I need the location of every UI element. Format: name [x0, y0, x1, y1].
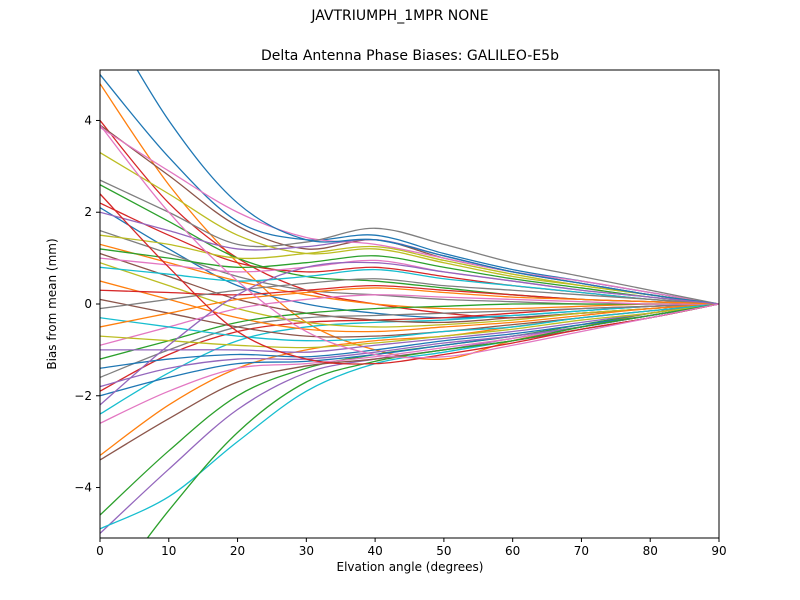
series-line: [100, 287, 719, 328]
x-tick-label: 40: [367, 544, 382, 558]
chart-title: Delta Antenna Phase Biases: GALILEO-E5b: [261, 48, 559, 64]
series-line: [100, 294, 719, 346]
series-line: [136, 70, 719, 305]
series-line: [100, 303, 719, 369]
x-tick-label: 10: [161, 544, 176, 558]
series-line: [100, 262, 719, 328]
y-tick-label: 2: [84, 205, 92, 219]
series-line: [100, 280, 719, 333]
series-line: [100, 234, 719, 305]
y-tick-label: −4: [74, 481, 92, 495]
series-line: [100, 278, 719, 310]
series-line: [100, 184, 719, 305]
x-tick-label: 20: [230, 544, 245, 558]
x-tick-label: 0: [96, 544, 104, 558]
y-tick-label: −2: [74, 389, 92, 403]
x-tick-label: 50: [436, 544, 451, 558]
series-line: [100, 303, 719, 415]
series-line: [100, 303, 719, 342]
series-line: [100, 266, 719, 305]
series-line: [100, 303, 719, 349]
x-axis-label: Elvation angle (degrees): [336, 560, 484, 574]
series-lines: [100, 70, 719, 538]
series-line: [100, 193, 719, 365]
x-tick-label: 80: [643, 544, 658, 558]
series-line: [146, 303, 719, 538]
x-tick-label: 90: [711, 544, 726, 558]
series-line: [100, 261, 719, 406]
x-tick-label: 60: [505, 544, 520, 558]
x-tick-label: 30: [299, 544, 314, 558]
series-line: [100, 126, 719, 305]
series-line: [100, 303, 719, 360]
series-line: [100, 303, 719, 379]
y-tick-label: 0: [84, 297, 92, 311]
series-line: [100, 179, 719, 305]
y-tick-label: 4: [84, 113, 92, 127]
figure-suptitle: JAVTRIUMPH_1MPR NONE: [311, 8, 489, 24]
series-line: [100, 303, 719, 353]
series-line: [100, 124, 719, 359]
series-line: [100, 303, 719, 530]
series-line: [100, 248, 719, 305]
x-tick-label: 70: [574, 544, 589, 558]
